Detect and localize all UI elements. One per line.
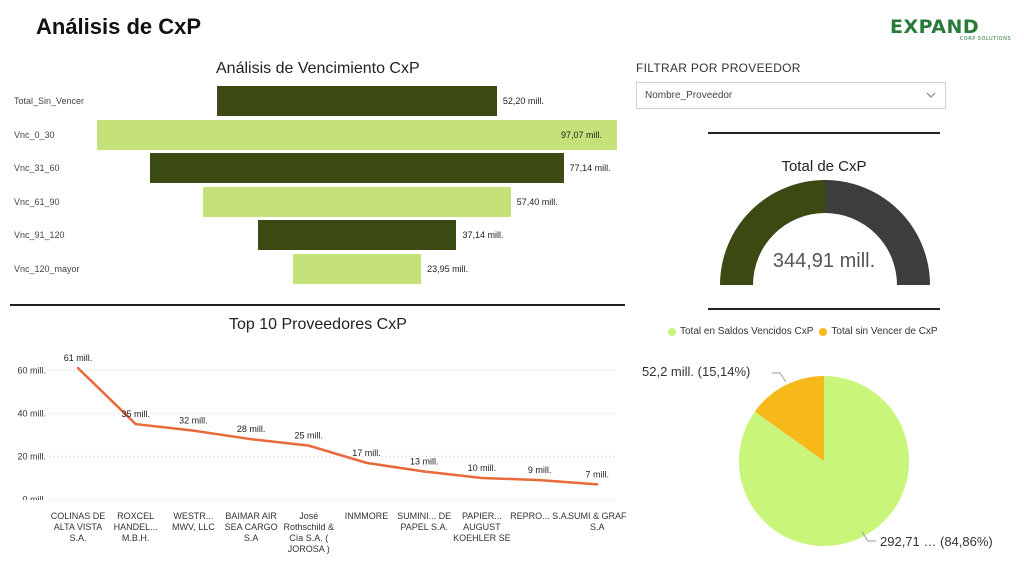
funnel-value-label: 37,14 mill. (462, 230, 504, 240)
gauge-remaining-arc (825, 180, 930, 285)
data-label: 9 mill. (528, 465, 552, 475)
legend-dot-vencidos (668, 327, 676, 336)
data-point (423, 470, 426, 473)
data-point (249, 437, 253, 441)
funnel-value-label: 77,14 mill. (569, 163, 611, 173)
x-tick-label: WESTR... MWV, LLC (172, 511, 215, 532)
x-tick-label: INMMORE (344, 511, 389, 521)
logo-tagline: CORP SOLUTIONS (959, 36, 1011, 42)
y-tick-label: 60 mill. (17, 365, 46, 375)
section-divider (10, 304, 625, 306)
data-point (538, 478, 541, 482)
pie-slice-sin-vencer (754, 376, 824, 461)
filter-title: FILTRAR POR PROVEEDOR (636, 61, 801, 75)
legend-label-sin-vencer: Total sin Vencer de CxP (831, 326, 938, 337)
funnel-value-label: 23,95 mill. (427, 263, 469, 274)
pie-legend: Total en Saldos Vencidos CxP Total sin V… (668, 326, 944, 337)
funnel-category-label: Total_Sin_Vencer (14, 96, 85, 106)
funnel-chart-title: Análisis de Vencimiento CxP (216, 60, 420, 77)
x-tick-label: ROXCEL HANDEL... M.B.H. (113, 511, 158, 543)
data-label: 7 mill. (586, 469, 610, 479)
funnel-bar[interactable] (257, 220, 457, 250)
data-label: 28 mill. (237, 424, 266, 434)
gauge-chart[interactable] (710, 175, 940, 287)
line-chart[interactable]: 0 mill. 20 mill. 40 mill. 60 mill. 61 mill. 3… (0, 340, 625, 500)
page-title: Análisis de CxP (36, 14, 202, 39)
legend-item-vencidos[interactable]: Total en Saldos Vencidos CxP (668, 326, 813, 337)
gauge-value: 344,91 mill. (772, 250, 876, 272)
line-chart-title: Top 10 Proveedores CxP (229, 316, 407, 333)
funnel-category-label: Vnc_91_120 (14, 230, 65, 240)
data-label: 35 mill. (121, 409, 150, 419)
chevron-down-icon[interactable] (925, 89, 937, 101)
data-label: 25 mill. (295, 431, 324, 441)
funnel-bar[interactable] (203, 186, 511, 217)
x-tick-label: REPRO... S.A. (510, 511, 570, 521)
y-tick-label: 20 mill. (17, 451, 46, 461)
funnel-bar[interactable] (217, 86, 497, 116)
x-tick-label: COLINAS DE ALTA VISTA S.A. (50, 511, 106, 543)
data-point (596, 483, 599, 486)
supplier-filter-dropdown[interactable]: Nombre_Proveedor (636, 82, 946, 109)
pie-chart[interactable] (730, 368, 920, 548)
data-point (480, 476, 484, 480)
funnel-value-label: 97,07 mill. (561, 129, 603, 140)
data-label: 17 mill. (352, 448, 381, 458)
funnel-bar[interactable] (150, 153, 564, 183)
pie-data-label-vencidos: 292,71 … (84,86%) (880, 534, 993, 549)
gauge-title: Total de CxP (781, 158, 867, 175)
data-point (192, 429, 195, 432)
series-line (77, 367, 598, 486)
y-tick-label: 40 mill. (17, 408, 46, 418)
y-tick-label: 0 mill. (22, 495, 46, 501)
company-logo: EXPAND CORP SOLUTIONS (890, 16, 1015, 44)
funnel-bar[interactable] (292, 253, 422, 284)
data-label: 13 mill. (410, 457, 439, 467)
data-point (76, 366, 80, 370)
data-point (365, 461, 368, 465)
funnel-category-label: Vnc_120_mayor (14, 263, 80, 274)
funnel-category-label: Vnc_61_90 (14, 196, 60, 207)
gauge-top-divider (708, 132, 940, 134)
x-tick-label: SUMI & GRAF S.A (568, 511, 627, 532)
x-tick-label: BAIMAR AIR SEA CARGO S.A (224, 511, 278, 543)
x-tick-label: José Rothschild & Cía S.A. ( JOROSA ) (283, 511, 335, 554)
logo-name: EXPAND (890, 16, 980, 38)
funnel-bar[interactable] (97, 119, 617, 150)
funnel-value-label: 52,20 mill. (502, 96, 544, 106)
data-point (307, 444, 310, 447)
pie-data-label-sin-vencer: 52,2 mill. (15,14%) (642, 364, 751, 379)
funnel-category-label: Vnc_0_30 (14, 129, 55, 140)
data-point (134, 422, 137, 426)
legend-label-vencidos: Total en Saldos Vencidos CxP (680, 326, 814, 337)
data-label: 10 mill. (468, 463, 497, 473)
data-label: 32 mill. (179, 416, 208, 426)
gauge-value-arc (720, 180, 825, 285)
gauge-bottom-divider (708, 308, 940, 310)
funnel-category-label: Vnc_31_60 (14, 163, 60, 173)
supplier-filter-value: Nombre_Proveedor (645, 90, 733, 101)
legend-item-sin-vencer[interactable]: Total sin Vencer de CxP (819, 326, 938, 337)
x-tick-label: PAPIER... AUGUST KOEHLER SE (453, 511, 511, 543)
data-label: 61 mill. (64, 353, 93, 363)
legend-dot-sin-vencer (819, 327, 828, 336)
funnel-value-label: 57,40 mill. (516, 196, 558, 207)
x-tick-label: SUMINI... DE PAPEL S.A. (397, 511, 452, 532)
